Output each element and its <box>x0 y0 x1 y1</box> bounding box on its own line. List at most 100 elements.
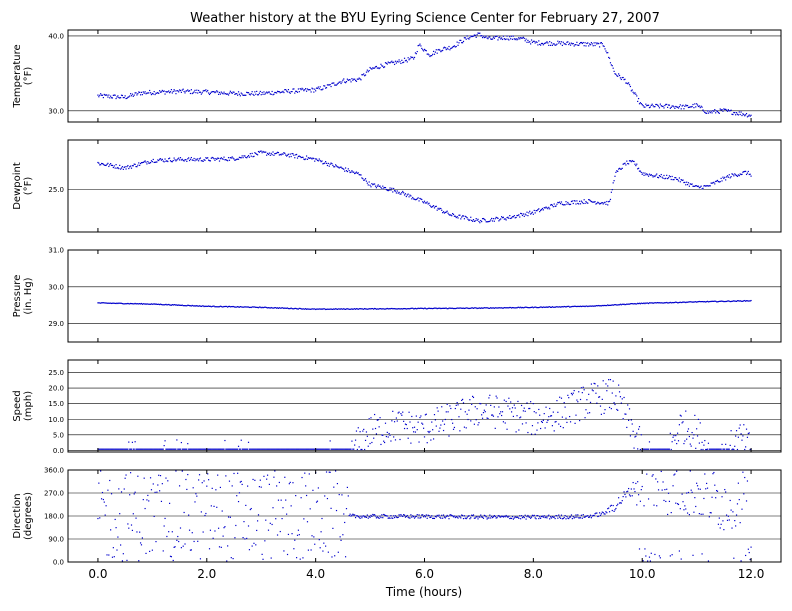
data-point <box>433 517 436 520</box>
data-point <box>738 498 740 501</box>
data-point <box>103 448 105 450</box>
y-tick-label: 25.0 <box>48 369 64 377</box>
data-point <box>237 448 239 450</box>
data-point <box>383 308 386 310</box>
data-point <box>479 307 481 309</box>
data-point <box>406 427 408 430</box>
data-point <box>719 108 721 110</box>
data-point <box>485 307 487 309</box>
data-point <box>216 306 218 308</box>
data-point <box>294 307 296 310</box>
data-point <box>344 308 347 310</box>
data-point <box>560 41 563 43</box>
data-point <box>452 46 454 48</box>
data-point <box>461 399 463 402</box>
data-point <box>103 501 105 503</box>
data-point <box>712 110 714 112</box>
data-point <box>100 448 102 450</box>
data-point <box>140 448 143 450</box>
data-point <box>307 157 309 159</box>
data-point <box>244 538 246 540</box>
data-point <box>334 555 336 557</box>
data-point <box>305 308 307 310</box>
data-point <box>163 445 165 447</box>
data-point <box>163 525 165 527</box>
data-point <box>641 302 643 305</box>
data-point <box>139 164 141 166</box>
data-point <box>186 90 188 92</box>
data-point <box>429 516 431 519</box>
data-point <box>139 531 141 533</box>
data-point <box>227 306 229 308</box>
data-point <box>219 486 221 489</box>
data-point <box>261 553 263 555</box>
data-point <box>381 514 383 516</box>
data-point <box>363 515 365 517</box>
data-point <box>299 155 301 158</box>
data-point <box>671 301 673 304</box>
data-point <box>442 429 445 432</box>
data-point <box>666 301 668 304</box>
data-point <box>559 425 562 428</box>
data-point <box>537 44 539 46</box>
data-point <box>386 431 388 433</box>
data-point <box>569 306 572 308</box>
data-point <box>624 413 626 415</box>
data-point <box>118 448 120 450</box>
data-point <box>310 448 312 450</box>
data-point <box>339 536 341 538</box>
data-point <box>745 300 747 302</box>
data-point <box>635 93 637 95</box>
data-point <box>307 89 309 91</box>
data-point <box>256 90 258 93</box>
data-point <box>271 90 273 93</box>
data-point <box>604 409 606 411</box>
data-point <box>159 448 162 450</box>
data-point <box>567 517 569 519</box>
data-point <box>323 162 325 165</box>
data-point <box>307 448 309 450</box>
data-point <box>405 424 407 426</box>
data-point <box>337 448 339 450</box>
data-point <box>645 174 647 176</box>
data-point <box>265 92 267 94</box>
data-point <box>595 392 597 394</box>
data-point <box>650 104 652 106</box>
data-point <box>265 448 267 450</box>
data-point <box>345 81 348 83</box>
data-point <box>217 91 219 93</box>
data-point <box>603 45 605 48</box>
data-point <box>413 426 416 428</box>
data-point <box>730 300 732 303</box>
data-point <box>318 158 320 160</box>
data-point <box>570 42 573 44</box>
data-point <box>509 214 511 217</box>
data-point <box>228 480 231 482</box>
data-point <box>732 173 734 176</box>
data-point <box>366 514 368 516</box>
data-point <box>540 42 543 45</box>
data-point <box>98 448 100 450</box>
data-point <box>578 517 580 519</box>
data-point <box>433 53 436 55</box>
data-point <box>168 92 171 94</box>
data-point <box>159 158 162 160</box>
data-point <box>100 470 102 472</box>
data-point <box>130 448 133 450</box>
data-point <box>723 529 725 531</box>
data-point <box>696 485 699 487</box>
data-point <box>636 504 638 506</box>
data-point <box>648 107 651 109</box>
data-point <box>436 308 438 310</box>
data-point <box>692 301 694 303</box>
data-point <box>738 175 740 177</box>
data-point <box>640 489 642 491</box>
data-point <box>688 301 690 303</box>
data-point <box>686 183 689 186</box>
data-point <box>526 402 528 404</box>
data-point <box>423 48 426 51</box>
data-point <box>376 67 378 69</box>
data-point <box>159 158 161 160</box>
data-point <box>317 308 319 310</box>
data-point <box>414 516 417 518</box>
